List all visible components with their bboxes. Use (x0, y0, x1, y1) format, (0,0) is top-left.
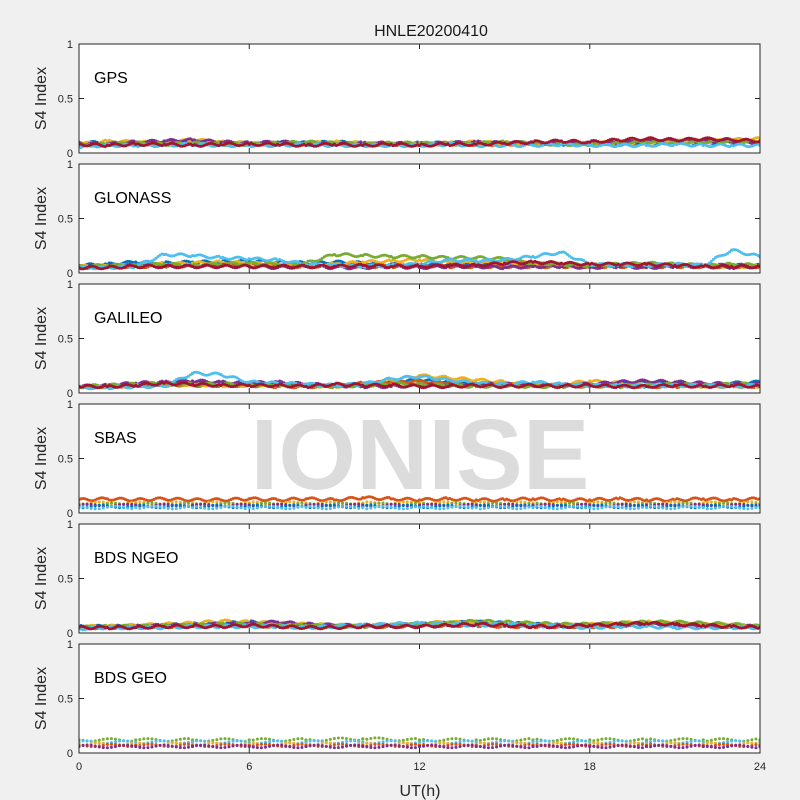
plot-area (79, 44, 760, 153)
y-tick-label: 0 (67, 388, 73, 400)
axes-frame (78, 43, 761, 154)
y-tick-label: 1 (67, 279, 73, 291)
series-group (79, 248, 760, 271)
y-axis-label: S4 Index (33, 187, 50, 250)
data-point-sample (707, 261, 711, 265)
y-tick-label: 0.5 (58, 94, 73, 106)
data-series (79, 136, 760, 149)
series-group (79, 136, 760, 149)
y-tick-label: 1 (67, 159, 73, 171)
y-tick-label: 0.5 (58, 214, 73, 226)
series-group (79, 370, 760, 391)
data-point-sample (726, 251, 730, 255)
panel-label: GLONASS (94, 190, 171, 207)
y-tick-label: 0 (67, 268, 73, 280)
axes-frame (78, 163, 761, 274)
data-point-sample (152, 258, 156, 262)
panels-container: 0 0.5 1 GPS S4 Index 0 0.5 1 GLONASS S4 Index 0 0.5… (33, 39, 766, 773)
y-tick-label: 0 (67, 148, 73, 160)
panel-glonass: 0 0.5 1 GLONASS S4 Index (33, 159, 761, 280)
data-point-sample (709, 259, 713, 263)
data-point-sample (565, 252, 569, 256)
data-point-sample (711, 257, 715, 261)
panel-label: GPS (94, 70, 128, 87)
y-tick-label: 1 (67, 39, 73, 51)
data-point-sample (154, 256, 158, 260)
figure-title: HNLE20200410 (374, 23, 488, 40)
panel-gps: 0 0.5 1 GPS S4 Index (33, 39, 761, 160)
y-tick-label: 0.5 (58, 334, 73, 346)
data-series (79, 259, 760, 271)
y-axis-label: S4 Index (33, 67, 50, 130)
